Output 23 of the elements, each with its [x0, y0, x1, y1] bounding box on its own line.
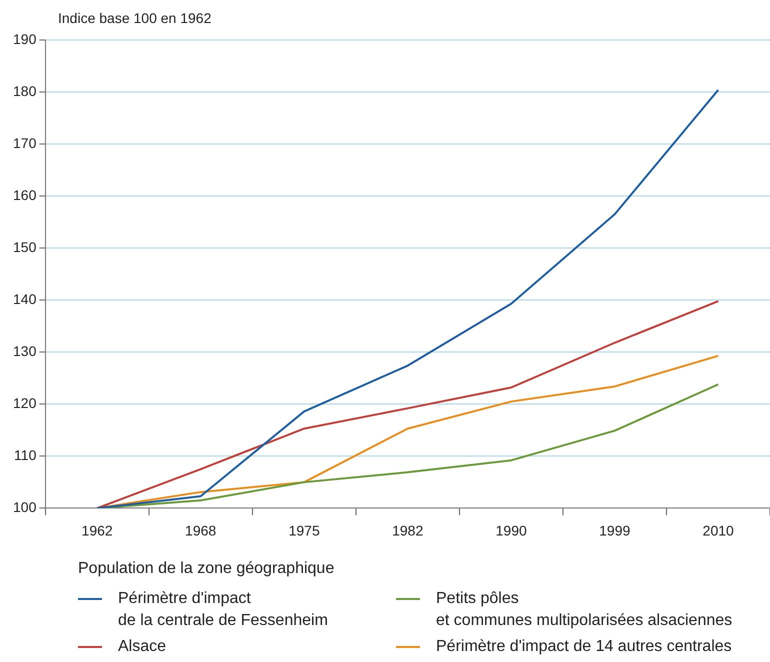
y-tick-label: 110: [14, 447, 37, 464]
y-tick-label: 160: [13, 186, 37, 203]
y-tick-label: 140: [13, 290, 37, 307]
x-tick-label: 1999: [599, 522, 630, 538]
legend-label: Petits pôles et communes multipolarisées alsaciennes: [436, 589, 732, 631]
x-tick-label: 1968: [185, 522, 216, 538]
y-tick-label: 170: [13, 134, 37, 151]
legend-title: Population de la zone géographique: [78, 560, 336, 578]
y-axis-title: Indice base 100 en 1962: [58, 10, 212, 26]
y-tick-label: 180: [13, 82, 37, 99]
y-tick-label: 100: [13, 499, 37, 516]
legend-label: Périmètre d'impact de la centrale de Fessenheim: [118, 589, 328, 631]
x-tick-label: 2010: [702, 522, 734, 538]
y-tick-label: 130: [13, 342, 37, 359]
x-tick-label: 1962: [82, 522, 113, 538]
legend-label: Périmètre d'impact de 14 autres centrales: [436, 637, 732, 657]
legend-label: Alsace: [118, 637, 166, 657]
y-tick-label: 150: [13, 238, 37, 255]
x-tick-label: 1982: [392, 522, 424, 538]
x-tick-label: 1975: [288, 522, 320, 538]
x-tick-label: 1990: [496, 522, 527, 538]
y-tick-label: 190: [13, 30, 37, 47]
y-tick-label: 120: [13, 395, 37, 412]
